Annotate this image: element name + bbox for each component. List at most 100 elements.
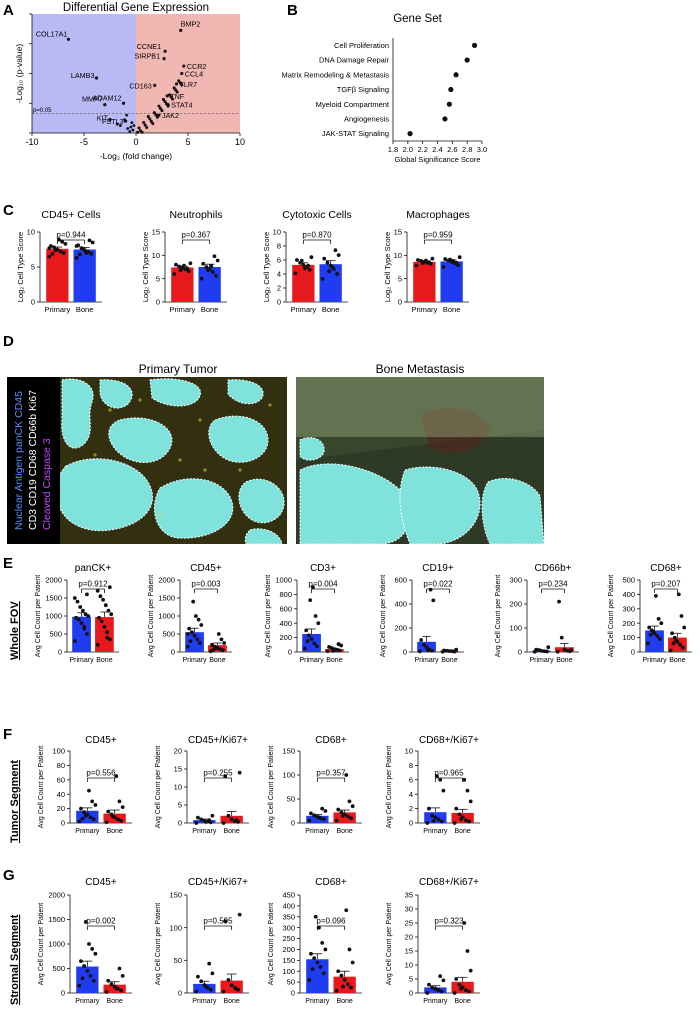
bar-y-tick-label: 60 (57, 775, 65, 784)
bar-data-point (82, 624, 87, 629)
bar-data-point (107, 585, 112, 590)
bar-data-point (419, 638, 424, 642)
bar-data-point (61, 251, 66, 255)
volcano-gene-point (151, 122, 155, 126)
bar-y-tick-label: 0 (31, 298, 35, 307)
bar-data-point (79, 806, 83, 811)
volcano-gene-point (178, 81, 182, 85)
bar-data-point (219, 637, 224, 642)
bar-data-point (315, 960, 320, 965)
bar-primary (76, 966, 99, 993)
bar-data-point (196, 617, 201, 622)
bar-data-point (420, 261, 425, 266)
volcano-gene-point (115, 122, 119, 126)
bar-data-point (83, 813, 88, 818)
volcano-labeled-point (166, 103, 170, 107)
volcano-gene-label: CCR2 (187, 62, 207, 71)
bar-data-point (320, 277, 325, 281)
bar-data-point (312, 956, 317, 961)
bar-data-point (309, 951, 313, 956)
bar-data-point (82, 810, 87, 815)
bar-data-point (321, 971, 326, 976)
bar-y-tick-label: 35 (405, 891, 413, 900)
bar-data-point (467, 819, 471, 824)
panel-letter-e: E (3, 555, 13, 572)
bar-category-label: Bone (76, 305, 94, 314)
bar-data-point (656, 616, 661, 621)
bar-y-label: Avg Cell Count per Patient (265, 575, 272, 657)
gene-set-label: Angiogenesis (344, 115, 389, 124)
bar-data-point (306, 263, 311, 268)
volcano-gene-point (128, 130, 132, 133)
bar-y-tick-label: 0 (288, 648, 292, 657)
bar-y-tick-label: 10 (405, 747, 413, 756)
bar-data-point (91, 978, 96, 983)
bar-data-point (76, 617, 81, 622)
pvalue-label: p=0.595 (203, 917, 233, 926)
volcano-threshold-label: p=0.05 (33, 108, 52, 114)
bar-data-point (198, 641, 202, 645)
bar-category-label: Bone (223, 828, 239, 835)
bar-data-point (221, 989, 226, 994)
bar-y-tick-label: 5 (178, 801, 182, 810)
bar-data-point (85, 592, 89, 597)
bar-data-point (78, 605, 83, 609)
bar-data-point (331, 649, 335, 653)
volcano-gene-label: CCNE1 (137, 42, 161, 51)
volcano-labeled-point (182, 64, 186, 68)
bar-data-point (210, 642, 214, 647)
bar-y-tick-label: 200 (394, 624, 407, 633)
bar-category-label: Primary (182, 657, 207, 664)
bar-data-point (442, 648, 446, 653)
bar-y-label: Avg Cell Count per Patient (268, 746, 275, 828)
gene-set-x-tick-label: 1.8 (388, 145, 398, 154)
pvalue-label: p=0.323 (434, 917, 464, 926)
bar-category-label: Primary (414, 657, 439, 664)
volcano-left-region (32, 14, 136, 133)
bar-data-point (199, 817, 204, 822)
bar-chart-title: CD45+/Ki67+ (188, 877, 248, 888)
bar-bone (73, 249, 96, 302)
bar-data-point (436, 817, 441, 822)
channel-legend-line-2: CD3 CD19 CD68 CD66b Ki67 (27, 390, 39, 530)
volcano-gene-point (160, 109, 164, 113)
bar-bone (319, 264, 342, 302)
bar-data-point (441, 788, 446, 793)
bar-data-point (309, 255, 314, 260)
bar-category-label: Primary (75, 828, 100, 835)
bar-y-tick-label: 15 (174, 765, 182, 774)
bar-y-tick-label: 0 (156, 298, 160, 307)
bar-category-label: Primary (290, 305, 316, 314)
bar-data-point (676, 592, 681, 597)
bar-data-point (102, 624, 107, 629)
bar-data-point (114, 986, 119, 990)
bar-data-point (651, 629, 656, 634)
volcano-gene-point (148, 117, 152, 121)
bar-chart-title: CD66b+ (535, 563, 572, 574)
volcano-x-tick-label: -5 (80, 137, 88, 147)
bar-y-tick-label: 6 (409, 775, 413, 784)
gene-set-x-tick-label: 2.2 (417, 145, 427, 154)
bar-chart-title: CD68+ (315, 877, 347, 888)
bar-data-point (468, 968, 473, 973)
bar-data-point (84, 251, 89, 255)
bar-data-point (441, 978, 446, 983)
bar-data-point (462, 777, 467, 782)
bar-category-label: Primary (529, 657, 554, 664)
pvalue-label: p=0.912 (78, 580, 108, 589)
bar-y-tick-label: 500 (622, 576, 635, 585)
bar-y-tick-label: 100 (169, 923, 182, 932)
pvalue-label: p=0.004 (308, 580, 338, 589)
bar-data-point (680, 645, 685, 650)
bar-data-point (350, 960, 355, 965)
bar-category-label: Bone (106, 998, 122, 1005)
bar-data-point (322, 256, 327, 261)
bar-data-point (336, 969, 341, 974)
volcano-gene-point (145, 126, 149, 129)
bar-data-point (659, 621, 664, 626)
volcano-gene-label: JAK2 (162, 111, 179, 120)
bar-data-point (208, 987, 213, 992)
volcano-gene-label: TLR7 (180, 80, 198, 89)
gene-set-point (464, 57, 470, 63)
